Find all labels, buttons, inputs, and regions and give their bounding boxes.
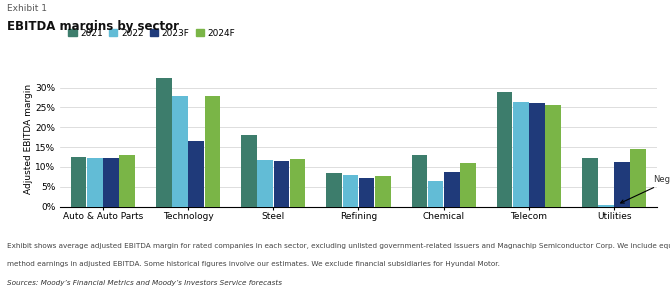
Bar: [630, 149, 646, 207]
Bar: [358, 178, 375, 207]
Bar: [119, 155, 135, 207]
Text: Exhibit 1: Exhibit 1: [7, 4, 47, 13]
Bar: [529, 103, 545, 207]
Bar: [71, 157, 86, 207]
Bar: [545, 105, 561, 207]
Bar: [444, 172, 460, 207]
Bar: [598, 205, 614, 207]
Bar: [87, 158, 103, 207]
Text: EBITDA margins by sector: EBITDA margins by sector: [7, 20, 179, 33]
Bar: [342, 175, 358, 207]
Bar: [204, 96, 220, 207]
Bar: [375, 176, 391, 207]
Bar: [582, 158, 598, 207]
Bar: [273, 161, 289, 207]
Bar: [513, 102, 529, 207]
Bar: [241, 135, 257, 207]
Bar: [411, 155, 427, 207]
Bar: [496, 92, 513, 207]
Bar: [257, 160, 273, 207]
Bar: [172, 96, 188, 207]
Text: method earnings in adjusted EBITDA. Some historical figures involve our estimate: method earnings in adjusted EBITDA. Some…: [7, 261, 500, 267]
Bar: [103, 158, 119, 207]
Text: Negative: Negative: [620, 174, 670, 203]
Y-axis label: Adjusted EBITDA margin: Adjusted EBITDA margin: [23, 84, 33, 194]
Bar: [289, 159, 306, 207]
Bar: [460, 163, 476, 207]
Legend: 2021, 2022, 2023F, 2024F: 2021, 2022, 2023F, 2024F: [65, 25, 239, 41]
Bar: [326, 173, 342, 207]
Bar: [188, 141, 204, 207]
Text: Sources: Moody’s Financial Metrics and Moody’s Investors Service forecasts: Sources: Moody’s Financial Metrics and M…: [7, 280, 281, 286]
Bar: [614, 162, 630, 207]
Bar: [427, 181, 444, 207]
Bar: [156, 78, 172, 207]
Text: Exhibit shows average adjusted EBITDA margin for rated companies in each sector,: Exhibit shows average adjusted EBITDA ma…: [7, 243, 670, 249]
